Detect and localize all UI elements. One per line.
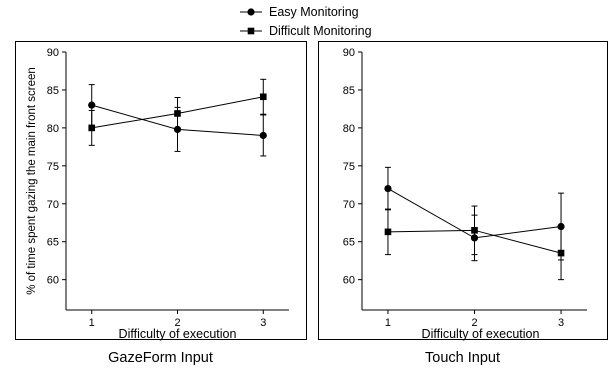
y-tick-label: 80 bbox=[47, 123, 59, 135]
data-point bbox=[88, 101, 96, 109]
x-axis-label: Difficulty of execution bbox=[119, 327, 237, 341]
y-tick-label: 70 bbox=[47, 199, 59, 211]
y-tick-label: 90 bbox=[343, 47, 355, 59]
x-tick-label: 3 bbox=[558, 317, 564, 329]
y-tick-label: 80 bbox=[343, 123, 355, 135]
data-point bbox=[384, 184, 392, 193]
legend-marker-square bbox=[247, 27, 255, 35]
panel-title: GazeForm Input bbox=[108, 350, 213, 366]
series-difficult-monitoring bbox=[384, 205, 565, 281]
panel-gazeform: 60 65 70 75 80 85 90 1 2 3 Difficulty of execution… bbox=[15, 41, 307, 366]
panel-frame bbox=[318, 41, 608, 340]
y-axis-label: % of time spent gazing the main front sc… bbox=[26, 67, 38, 295]
y-tick-label: 65 bbox=[47, 237, 59, 249]
panel-frame bbox=[15, 41, 307, 340]
y-tick-label: 65 bbox=[343, 237, 355, 249]
panel-title: Touch Input bbox=[425, 350, 500, 366]
y-tick-label: 70 bbox=[343, 199, 355, 211]
legend-label: Difficult Monitoring bbox=[269, 24, 372, 38]
data-point bbox=[88, 124, 96, 132]
legend-marker-circle bbox=[247, 8, 255, 16]
y-tick-label: 60 bbox=[47, 275, 59, 287]
x-tick-label: 3 bbox=[260, 317, 266, 329]
x-tick-label: 1 bbox=[89, 317, 95, 329]
legend-label: Easy Monitoring bbox=[269, 5, 359, 19]
y-tick-label: 75 bbox=[343, 161, 355, 173]
data-point bbox=[259, 93, 267, 101]
panel-touch: 60 65 70 75 80 85 90 1 2 3 Difficulty of execution… bbox=[318, 41, 608, 366]
y-tick-label: 75 bbox=[47, 161, 59, 173]
x-axis-label: Difficulty of execution bbox=[422, 327, 540, 341]
legend-entry-difficult-monitoring: Difficult Monitoring bbox=[240, 24, 372, 38]
data-point bbox=[384, 228, 392, 236]
data-point bbox=[471, 227, 478, 234]
data-point bbox=[557, 249, 565, 257]
y-tick-label: 60 bbox=[343, 275, 355, 287]
x-tick-label: 1 bbox=[385, 317, 391, 329]
legend: Easy Monitoring Difficult Monitoring bbox=[240, 5, 372, 38]
data-point bbox=[259, 131, 267, 140]
legend-entry-easy-monitoring: Easy Monitoring bbox=[240, 5, 359, 19]
series-difficult-monitoring bbox=[88, 78, 267, 146]
y-tick-label: 85 bbox=[343, 85, 355, 97]
x-tick-label: 2 bbox=[471, 317, 477, 329]
y-tick-label: 90 bbox=[47, 47, 59, 59]
data-point bbox=[174, 110, 181, 117]
x-tick-label: 2 bbox=[174, 317, 180, 329]
y-tick-label: 85 bbox=[47, 85, 59, 97]
